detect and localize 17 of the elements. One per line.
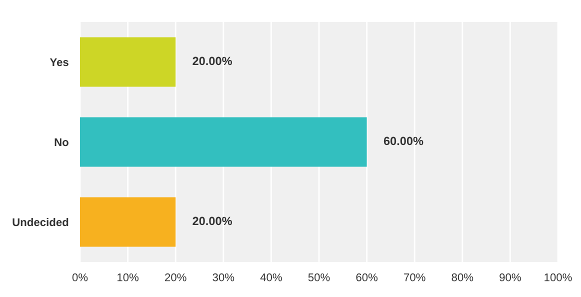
x-tick-label: 30% [212,273,234,282]
y-tick-label: Yes [50,58,68,66]
x-tick-label: 80% [452,273,474,282]
x-tick-label: 60% [356,273,378,282]
x-tick-label: 90% [500,273,521,282]
x-tick-label: 70% [404,273,426,282]
data-label: 20.00% [192,216,232,226]
x-tick-label: 100% [544,273,572,282]
data-label: 60.00% [384,136,424,146]
x-tick-label: 10% [118,273,139,282]
x-tick-label: 40% [260,273,282,282]
y-tick-label: Undecided [12,218,68,226]
x-tick-label: 50% [308,273,330,282]
data-label: 20.00% [192,56,232,66]
y-tick-label: No [54,138,68,146]
x-tick-label: 20% [165,273,186,282]
x-tick-label: 0% [72,273,88,282]
